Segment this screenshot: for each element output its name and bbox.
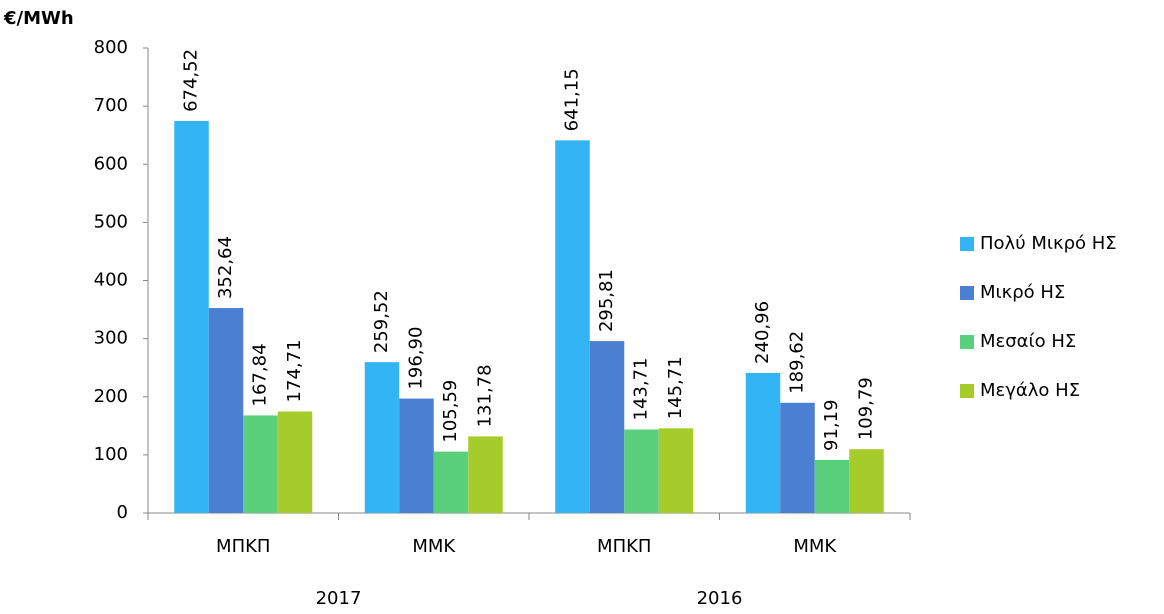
bar bbox=[745, 372, 781, 513]
legend-swatch bbox=[960, 335, 974, 349]
data-label: 109,79 bbox=[856, 377, 877, 440]
legend-label: Μεσαίο ΗΣ bbox=[980, 331, 1076, 352]
legend-label: Μεγάλο ΗΣ bbox=[980, 380, 1080, 401]
y-tick-label: 400 bbox=[94, 270, 128, 291]
data-label: 167,84 bbox=[250, 343, 271, 406]
data-label: 196,90 bbox=[406, 327, 427, 390]
data-label: 259,52 bbox=[371, 290, 392, 353]
bar bbox=[555, 140, 590, 514]
y-tick-label: 0 bbox=[117, 502, 128, 523]
data-label: 641,15 bbox=[562, 68, 583, 131]
legend-label: Πολύ Μικρό ΗΣ bbox=[980, 233, 1117, 254]
bar bbox=[814, 459, 850, 513]
data-label: 143,71 bbox=[631, 357, 652, 420]
bar bbox=[243, 415, 278, 513]
bar bbox=[277, 411, 313, 513]
y-tick-label: 100 bbox=[94, 444, 128, 465]
x-tick-label: ΜΜΚ bbox=[793, 536, 837, 557]
x-tick-label: ΜΠΚΠ bbox=[216, 536, 270, 557]
bar bbox=[433, 451, 469, 513]
bar bbox=[208, 308, 244, 513]
bar bbox=[658, 428, 694, 513]
group-label: 2017 bbox=[316, 588, 362, 609]
bar bbox=[468, 436, 503, 513]
group-label: 2016 bbox=[697, 588, 743, 609]
bar bbox=[399, 398, 434, 513]
data-label: 174,71 bbox=[284, 339, 305, 402]
bar bbox=[624, 429, 659, 513]
x-tick-label: ΜΠΚΠ bbox=[597, 536, 651, 557]
data-label: 145,71 bbox=[665, 356, 686, 419]
y-tick-label: 600 bbox=[94, 153, 128, 174]
data-label: 352,64 bbox=[215, 236, 236, 299]
data-label: 105,59 bbox=[440, 380, 461, 443]
bar bbox=[849, 449, 884, 513]
bar bbox=[364, 362, 400, 513]
data-label: 674,52 bbox=[181, 49, 202, 112]
y-tick-label: 800 bbox=[94, 37, 128, 58]
y-axis-title: €/MWh bbox=[3, 8, 74, 29]
y-tick-label: 500 bbox=[94, 211, 128, 232]
data-label: 131,78 bbox=[475, 364, 496, 427]
data-label: 91,19 bbox=[821, 399, 842, 451]
data-label: 295,81 bbox=[596, 269, 617, 332]
x-tick-label: ΜΜΚ bbox=[412, 536, 456, 557]
bar bbox=[589, 341, 625, 513]
legend-label: Μικρό ΗΣ bbox=[980, 282, 1065, 303]
data-label: 240,96 bbox=[752, 301, 773, 364]
data-label: 189,62 bbox=[787, 331, 808, 394]
bar bbox=[174, 120, 209, 514]
y-tick-label: 700 bbox=[94, 95, 128, 116]
bar bbox=[780, 402, 815, 513]
y-tick-label: 200 bbox=[94, 386, 128, 407]
legend-swatch bbox=[960, 237, 974, 251]
legend-swatch bbox=[960, 286, 974, 300]
legend-swatch bbox=[960, 384, 974, 398]
y-tick-label: 300 bbox=[94, 328, 128, 349]
